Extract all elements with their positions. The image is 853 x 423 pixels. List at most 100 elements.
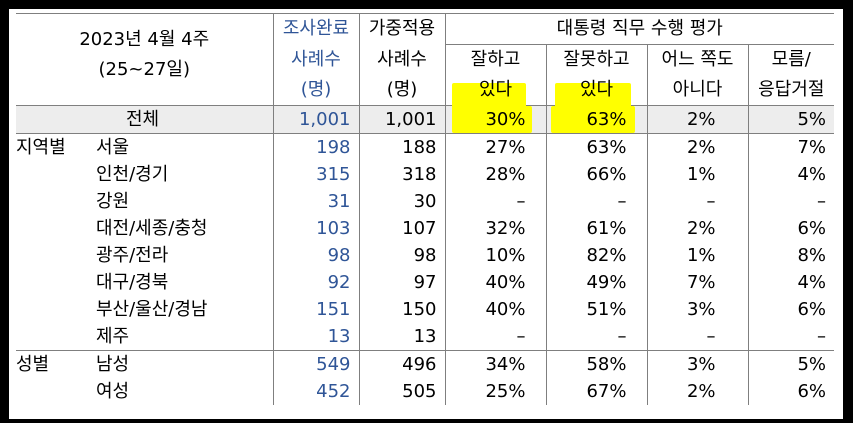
neither-header-line2: 아니다 bbox=[646, 75, 748, 106]
table-row: 강원 31 30 – – – – bbox=[16, 188, 835, 215]
header-row-1: 2023년 4월 4주 (25~27일) 조사완료 가중적용 대통령 직무 수행… bbox=[16, 13, 835, 106]
total-weighted: 1,001 bbox=[358, 105, 445, 134]
gender-dk: 5% bbox=[747, 350, 835, 378]
region-label: 서울 bbox=[96, 133, 273, 161]
gender-dk: 6% bbox=[747, 378, 835, 405]
region-good: 40% bbox=[444, 269, 546, 296]
weighted-header-line1: 가중적용 bbox=[358, 13, 445, 45]
region-dk: 8% bbox=[747, 242, 835, 269]
neither-header-line1: 어느 쪽도 bbox=[646, 44, 748, 75]
gender-neither: 3% bbox=[646, 350, 748, 378]
region-weighted: 150 bbox=[358, 296, 445, 323]
completed-header-line3: (명) bbox=[272, 75, 359, 106]
gender-weighted: 496 bbox=[358, 350, 445, 378]
table-row: 성별 남성 549 496 34% 58% 3% 5% bbox=[16, 350, 835, 378]
period-label: 2023년 4월 4주 bbox=[79, 28, 210, 50]
region-dk: 6% bbox=[747, 296, 835, 323]
region-completed: 92 bbox=[272, 269, 359, 296]
poll-table-card: 2023년 4월 4주 (25~27일) 조사완료 가중적용 대통령 직무 수행… bbox=[9, 9, 843, 419]
region-neither: – bbox=[646, 323, 748, 351]
gender-neither: 2% bbox=[646, 378, 748, 405]
gender-bad: 58% bbox=[545, 350, 647, 378]
header-row-2: 사례수 사례수 잘하고 잘못하고 어느 쪽도 모름/ bbox=[16, 44, 835, 75]
total-completed: 1,001 bbox=[272, 105, 359, 134]
region-weighted: 97 bbox=[358, 269, 445, 296]
gender-weighted: 505 bbox=[358, 378, 445, 405]
gender-completed: 549 bbox=[272, 350, 359, 378]
total-good-highlight bbox=[451, 106, 532, 133]
region-dk: – bbox=[747, 323, 835, 351]
region-label: 강원 bbox=[96, 191, 130, 212]
region-completed: 31 bbox=[272, 188, 359, 215]
region-good: 10% bbox=[444, 242, 546, 269]
table-row: 제주 13 13 – – – – bbox=[16, 323, 835, 351]
completed-header-line1: 조사완료 bbox=[272, 13, 359, 45]
region-good: 40% bbox=[444, 296, 546, 323]
gender-bad: 67% bbox=[545, 378, 647, 405]
region-bad: 82% bbox=[545, 242, 647, 269]
gender-good: 34% bbox=[444, 350, 546, 378]
region-bad: – bbox=[545, 188, 647, 215]
region-label: 인천/경기 bbox=[96, 164, 169, 185]
region-label: 광주/전라 bbox=[96, 245, 169, 266]
region-completed: 98 bbox=[272, 242, 359, 269]
gender-label: 남성 bbox=[96, 350, 273, 378]
total-bad-cell: 63% bbox=[545, 105, 647, 134]
region-neither: – bbox=[646, 188, 748, 215]
region-dk: 7% bbox=[747, 133, 835, 161]
gender-group-label: 성별 bbox=[16, 350, 96, 378]
region-neither: 7% bbox=[646, 269, 748, 296]
region-bad: 63% bbox=[545, 133, 647, 161]
region-good: 27% bbox=[444, 133, 546, 161]
region-weighted: 318 bbox=[358, 161, 445, 188]
region-dk: 4% bbox=[747, 161, 835, 188]
table-row: 인천/경기 315 318 28% 66% 1% 4% bbox=[16, 161, 835, 188]
table-row: 광주/전라 98 98 10% 82% 1% 8% bbox=[16, 242, 835, 269]
region-good: – bbox=[444, 188, 546, 215]
region-dk: 6% bbox=[747, 215, 835, 242]
dk-header-line2: 응답거절 bbox=[747, 75, 835, 106]
table-row: 여성 452 505 25% 67% 2% 6% bbox=[16, 378, 835, 405]
region-good: 28% bbox=[444, 161, 546, 188]
region-weighted: 30 bbox=[358, 188, 445, 215]
region-good: – bbox=[444, 323, 546, 351]
gender-good: 25% bbox=[444, 378, 546, 405]
dates-label: (25~27일) bbox=[98, 58, 191, 80]
table-row: 대전/세종/충청 103 107 32% 61% 2% 6% bbox=[16, 215, 835, 242]
region-neither: 2% bbox=[646, 133, 748, 161]
good-header-highlight bbox=[451, 83, 526, 109]
total-neither: 2% bbox=[646, 105, 748, 134]
region-weighted: 188 bbox=[358, 133, 445, 161]
completed-header-line2: 사례수 bbox=[272, 44, 359, 75]
total-good-cell: 30% bbox=[444, 105, 546, 134]
region-label: 대전/세종/충청 bbox=[96, 218, 208, 239]
bad-header-line1: 잘못하고 bbox=[545, 44, 647, 75]
region-bad: 61% bbox=[545, 215, 647, 242]
total-good: 30% bbox=[485, 109, 526, 130]
region-completed: 198 bbox=[272, 133, 359, 161]
region-neither: 1% bbox=[646, 242, 748, 269]
region-label: 제주 bbox=[96, 326, 130, 347]
region-label: 부산/울산/경남 bbox=[96, 299, 208, 320]
gender-label: 여성 bbox=[96, 381, 130, 402]
region-bad: 66% bbox=[545, 161, 647, 188]
total-dk: 5% bbox=[747, 105, 835, 134]
region-bad: – bbox=[545, 323, 647, 351]
region-completed: 13 bbox=[272, 323, 359, 351]
region-dk: 4% bbox=[747, 269, 835, 296]
dk-header-line1: 모름/ bbox=[747, 44, 835, 75]
region-neither: 2% bbox=[646, 215, 748, 242]
bad-header-line2-cell: 있다 bbox=[545, 75, 647, 109]
total-bad-highlight bbox=[550, 106, 635, 133]
region-weighted: 98 bbox=[358, 242, 445, 269]
table-row: 지역별 서울 198 188 27% 63% 2% 7% bbox=[16, 133, 835, 161]
gender-completed: 452 bbox=[272, 378, 359, 405]
period-header: 2023년 4월 4주 (25~27일) bbox=[16, 13, 273, 106]
region-neither: 3% bbox=[646, 296, 748, 323]
table-row: 부산/울산/경남 151 150 40% 51% 3% 6% bbox=[16, 296, 835, 323]
bad-header-highlight bbox=[554, 83, 631, 109]
region-weighted: 107 bbox=[358, 215, 445, 242]
good-header-line2: 있다 bbox=[478, 79, 513, 100]
total-bad: 63% bbox=[586, 109, 627, 130]
weighted-header-line3: (명) bbox=[358, 75, 445, 106]
